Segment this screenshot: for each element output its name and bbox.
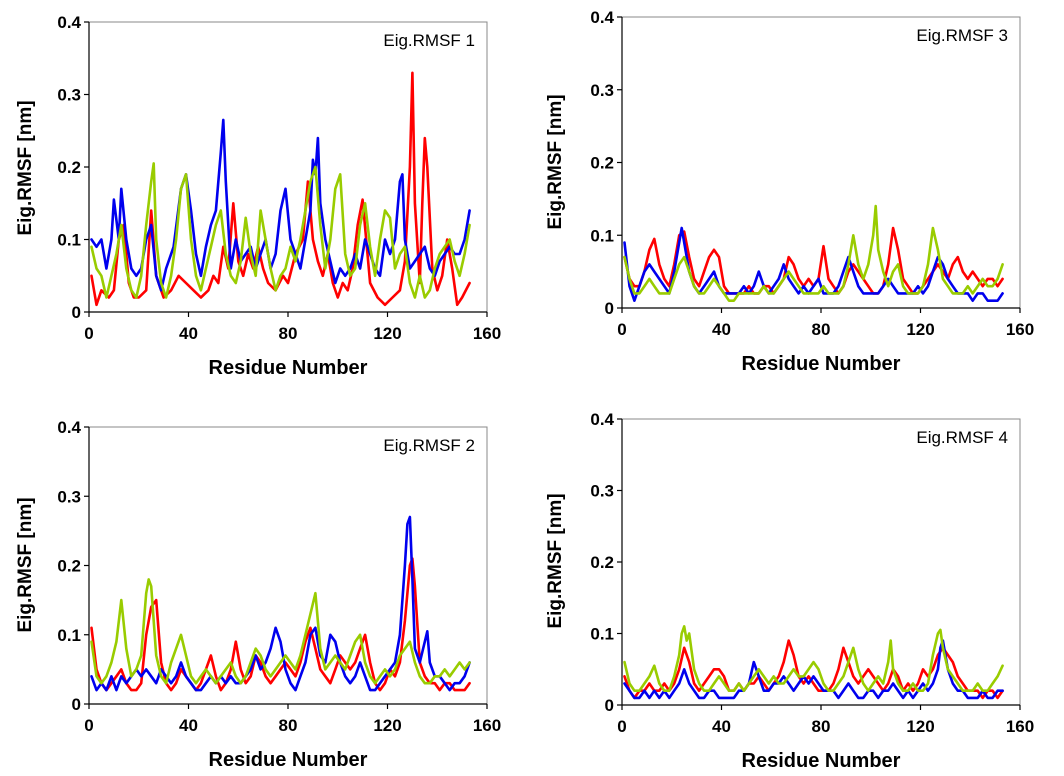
- y-tick-label: 0.4: [590, 8, 614, 27]
- x-tick-label: 120: [906, 717, 934, 736]
- y-tick-label: 0.1: [57, 231, 81, 250]
- x-tick-label: 0: [84, 716, 93, 735]
- y-tick-label: 0.3: [57, 487, 81, 506]
- x-tick-label: 160: [1006, 320, 1034, 339]
- series-line-1: [90, 71, 471, 307]
- series-line-2: [90, 515, 471, 692]
- x-tick-label: 0: [84, 324, 93, 343]
- y-tick-label: 0.2: [590, 154, 614, 173]
- series-line-3: [623, 204, 1004, 303]
- x-tick-label: 160: [473, 324, 501, 343]
- x-tick-label: 0: [617, 320, 626, 339]
- x-tick-label: 120: [373, 716, 401, 735]
- series-line-1: [90, 557, 471, 692]
- panel-title: Eig.RMSF 1: [383, 31, 475, 50]
- y-axis-label: Eig.RMSF [nm]: [15, 100, 36, 235]
- y-tick-label: 0.2: [590, 553, 614, 572]
- y-axis-label: Eig.RMSF [nm]: [545, 94, 566, 229]
- series-line-2: [623, 226, 1004, 303]
- x-tick-label: 80: [812, 320, 831, 339]
- y-tick-label: 0.1: [57, 626, 81, 645]
- x-tick-label: 80: [279, 324, 298, 343]
- plot-frame: [88, 426, 488, 705]
- series-line-3: [90, 162, 471, 299]
- y-axis-label: Eig.RMSF [nm]: [545, 493, 566, 628]
- y-tick-label: 0: [72, 695, 81, 714]
- x-tick-label: 40: [712, 717, 731, 736]
- y-tick-label: 0.4: [57, 13, 81, 32]
- x-tick-label: 160: [473, 716, 501, 735]
- x-axis-label: Residue Number: [742, 750, 901, 771]
- panel-title: Eig.RMSF 2: [383, 436, 475, 455]
- y-tick-label: 0.3: [590, 81, 614, 100]
- y-tick-label: 0.4: [57, 418, 81, 437]
- y-tick-label: 0: [72, 303, 81, 322]
- x-tick-label: 120: [906, 320, 934, 339]
- y-tick-label: 0.3: [57, 86, 81, 105]
- x-axis-label: Residue Number: [209, 357, 368, 379]
- x-tick-label: 40: [712, 320, 731, 339]
- x-tick-label: 40: [179, 324, 198, 343]
- chart-panel-3: 0 0.1 0.2 0.3 0.4 0 40 80 120 160 Residue Number Ei…: [15, 418, 501, 771]
- y-tick-label: 0: [605, 696, 614, 715]
- series-line-3: [623, 625, 1004, 693]
- y-tick-label: 0.1: [590, 625, 614, 644]
- chart-panel-4: 0 0.1 0.2 0.3 0.4 0 40 80 120 160 Residue Number Ei…: [545, 410, 1034, 772]
- x-tick-label: 160: [1006, 717, 1034, 736]
- panel-title: Eig.RMSF 4: [916, 428, 1008, 447]
- series-line-2: [90, 118, 471, 292]
- y-tick-label: 0.2: [57, 158, 81, 177]
- y-tick-label: 0.3: [590, 482, 614, 501]
- y-axis-label: Eig.RMSF [nm]: [15, 497, 36, 632]
- y-tick-label: 0.1: [590, 226, 614, 245]
- panel-title: Eig.RMSF 3: [916, 26, 1008, 45]
- x-tick-label: 0: [617, 717, 626, 736]
- chart-panel-1: 0 0.1 0.2 0.3 0.4 0 40 80 120 160 Residue Number Ei…: [15, 13, 501, 379]
- series-line-3: [90, 578, 471, 685]
- x-tick-label: 120: [373, 324, 401, 343]
- y-tick-label: 0.4: [590, 410, 614, 429]
- y-tick-label: 0.2: [57, 557, 81, 576]
- x-tick-label: 40: [179, 716, 198, 735]
- chart-panel-2: 0 0.1 0.2 0.3 0.4 0 40 80 120 160 Residue Number Ei…: [545, 8, 1034, 375]
- series-line-2: [623, 639, 1004, 700]
- x-axis-label: Residue Number: [209, 749, 368, 771]
- x-tick-label: 80: [279, 716, 298, 735]
- x-axis-label: Residue Number: [742, 353, 901, 375]
- series-line-1: [623, 639, 1004, 700]
- y-tick-label: 0: [605, 299, 614, 318]
- x-tick-label: 80: [812, 717, 831, 736]
